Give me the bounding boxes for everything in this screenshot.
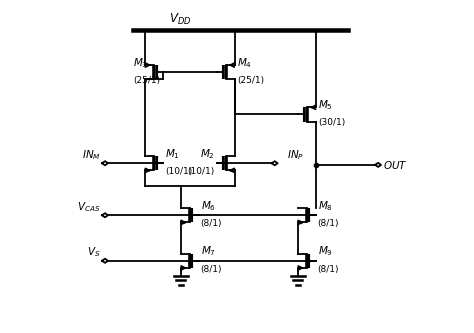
Text: $V_S$: $V_S$: [87, 245, 100, 259]
Text: $V_{CAS}$: $V_{CAS}$: [77, 200, 100, 214]
Text: $OUT$: $OUT$: [383, 159, 408, 171]
Text: (25/1): (25/1): [237, 76, 264, 85]
Text: $IN_M$: $IN_M$: [82, 148, 100, 162]
Text: (25/1): (25/1): [133, 76, 160, 85]
Text: $M_9$: $M_9$: [318, 244, 333, 258]
Text: (10/1): (10/1): [165, 167, 192, 176]
Text: (30/1): (30/1): [318, 119, 346, 128]
Text: $M_2$: $M_2$: [200, 147, 215, 161]
Text: (8/1): (8/1): [201, 219, 222, 228]
Text: $M_6$: $M_6$: [201, 199, 216, 213]
Text: $M_3$: $M_3$: [133, 56, 148, 70]
Text: (8/1): (8/1): [318, 265, 339, 274]
Text: $M_5$: $M_5$: [318, 98, 333, 112]
Text: $M_4$: $M_4$: [237, 56, 252, 70]
Text: $IN_P$: $IN_P$: [287, 148, 304, 162]
Text: $M_1$: $M_1$: [165, 147, 180, 161]
Text: $V_{DD}$: $V_{DD}$: [169, 12, 191, 27]
Text: $M_7$: $M_7$: [201, 244, 216, 258]
Text: (10/1): (10/1): [188, 167, 215, 176]
Text: (8/1): (8/1): [201, 265, 222, 274]
Text: $M_8$: $M_8$: [318, 199, 333, 213]
Text: (8/1): (8/1): [318, 219, 339, 228]
